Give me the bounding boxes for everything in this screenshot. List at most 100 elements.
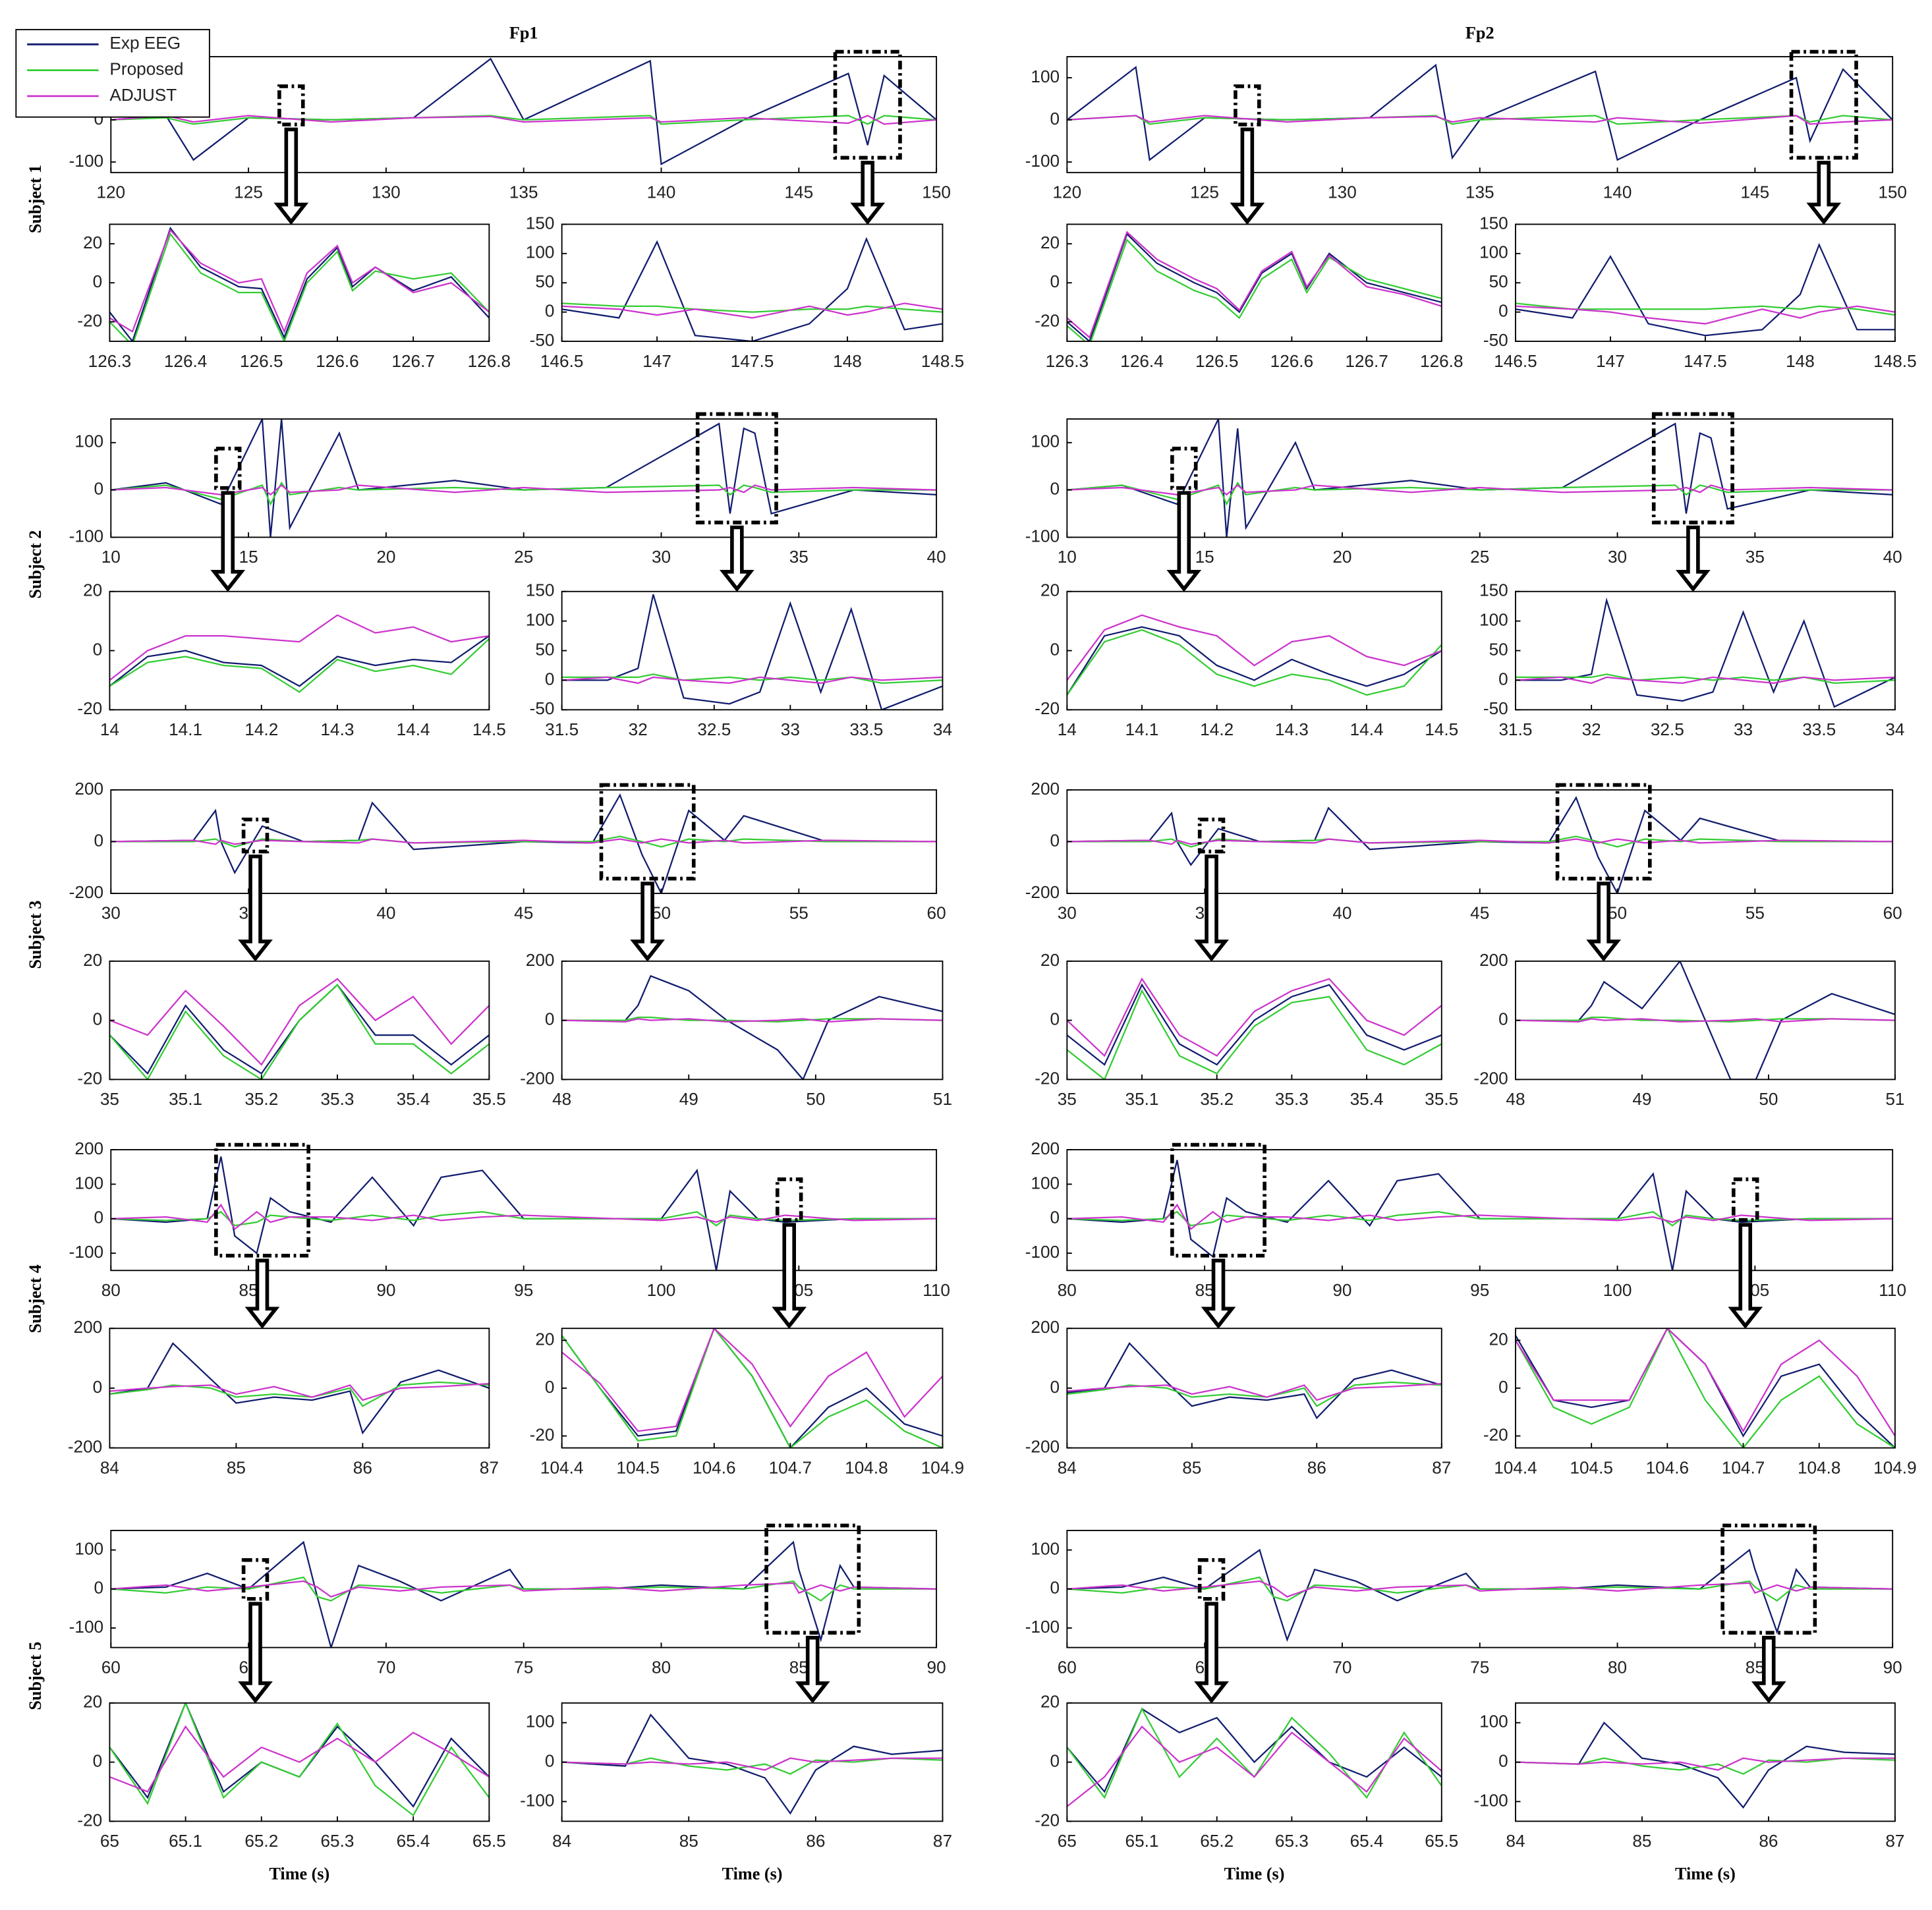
panel: 126.3 126.4 126.5 126.6 126.7 126.8 -20 0 20	[77, 223, 511, 371]
series-line	[1067, 484, 1893, 496]
y-tick-label: -50	[1483, 330, 1508, 350]
x-tick-label: 50	[652, 903, 671, 923]
zoom-arrow	[238, 855, 273, 962]
y-tick-label: 20	[83, 950, 102, 970]
x-tick-label: 30	[101, 903, 121, 923]
series-line	[1067, 481, 1893, 506]
y-tick-label: 100	[1031, 67, 1060, 86]
y-tick-label: -20	[77, 1068, 102, 1088]
y-tick-label: 200	[1031, 1317, 1060, 1337]
panel: 14 14.1 14.2 14.3 14.4 14.5 -20 0 20	[1035, 580, 1458, 739]
zoom-box	[1234, 84, 1261, 126]
series-line	[1515, 676, 1895, 685]
series-line	[1067, 626, 1442, 696]
series-line	[111, 1580, 937, 1598]
series-line	[561, 1328, 943, 1448]
x-tick-label: 85	[1195, 1280, 1214, 1300]
x-tick-label: 33.5	[849, 719, 883, 739]
series-line	[1515, 1328, 1895, 1448]
x-tick-label: 104.8	[1798, 1457, 1840, 1477]
y-tick-label: 0	[1498, 301, 1508, 321]
series-line	[1067, 1342, 1442, 1420]
y-tick-label: 50	[535, 271, 554, 291]
series-line	[561, 1757, 943, 1771]
x-tick-label: 65	[100, 1831, 119, 1851]
x-tick-label: 31.5	[545, 719, 579, 739]
series-line	[109, 229, 490, 334]
x-tick-label: 104.6	[1646, 1457, 1689, 1477]
y-tick-label: 200	[74, 1317, 103, 1337]
series-line	[561, 237, 943, 342]
x-tick-label: 32.5	[1651, 719, 1684, 739]
series-line	[109, 984, 490, 1080]
x-tick-label: 110	[1879, 1280, 1906, 1300]
x-tick-label: 49	[679, 1089, 698, 1109]
panel: 65 65.1 65.2 65.3 65.4 65.5 -20 0 20 Time (s)	[1035, 1692, 1458, 1884]
y-tick-label: -20	[77, 1810, 102, 1830]
panel: 10 15 20 25 30 35 40 -100 0 100	[1025, 418, 1902, 567]
x-tick-label: 14.5	[1425, 719, 1458, 739]
panel: 84 85 86 87 -200 0 200	[68, 1317, 499, 1477]
x-tick-label: 90	[1332, 1280, 1351, 1300]
series-line	[561, 594, 943, 710]
x-tick-label: 147	[1596, 351, 1625, 371]
series-line	[561, 1713, 943, 1815]
x-tick-label: 40	[376, 903, 395, 923]
x-tick-label: 25	[1470, 547, 1489, 567]
x-tick-label: 87	[933, 1831, 952, 1851]
y-tick-label: 100	[74, 1538, 103, 1558]
x-axis-label: Time (s)	[1675, 1865, 1736, 1884]
y-tick-label: 0	[93, 1009, 103, 1029]
x-tick-label: 126.7	[1345, 351, 1388, 371]
x-tick-label: 80	[1608, 1657, 1627, 1677]
series-line	[111, 115, 937, 125]
x-tick-label: 40	[1332, 903, 1351, 923]
x-tick-label: 104.4	[1494, 1457, 1537, 1477]
zoom-arrow	[1194, 855, 1229, 962]
x-tick-label: 146.5	[540, 351, 583, 371]
plot-area	[1515, 591, 1895, 710]
row-label: Subject 3	[26, 901, 45, 969]
x-tick-label: 45	[1470, 903, 1489, 923]
series-line	[109, 1381, 490, 1407]
x-tick-label: 148	[833, 351, 862, 371]
x-tick-label: 65.1	[169, 1831, 202, 1851]
y-tick-label: 20	[535, 1329, 554, 1349]
y-tick-label: 200	[1031, 779, 1060, 799]
y-tick-label: -100	[1025, 1242, 1060, 1262]
x-tick-label: 35.2	[1200, 1089, 1234, 1109]
x-tick-label: 35	[1746, 547, 1765, 567]
x-tick-label: 126.3	[1046, 351, 1089, 371]
zoom-arrow	[273, 127, 309, 225]
x-tick-label: 30	[1608, 547, 1627, 567]
y-tick-label: -200	[68, 1437, 102, 1457]
y-tick-label: 0	[1498, 1377, 1508, 1397]
series-line	[561, 676, 943, 685]
x-tick-label: 31.5	[1499, 719, 1533, 739]
y-tick-label: 50	[1489, 639, 1508, 659]
series-line	[1067, 796, 1893, 893]
x-tick-label: 148.5	[1873, 351, 1916, 371]
x-tick-label: 104.6	[693, 1457, 735, 1477]
y-tick-label: 0	[93, 639, 103, 659]
x-tick-label: 35.1	[169, 1089, 202, 1109]
series-line	[109, 638, 490, 693]
plot-area	[109, 1328, 490, 1448]
x-tick-label: 135	[509, 183, 538, 202]
x-tick-label: 49	[1632, 1089, 1651, 1109]
y-tick-label: -20	[1035, 310, 1060, 330]
zoom-box	[1170, 446, 1198, 490]
plot-area	[1067, 1328, 1442, 1448]
x-tick-label: 126.8	[468, 351, 511, 371]
series-line	[1067, 838, 1893, 845]
zoom-box	[1732, 1177, 1759, 1222]
x-tick-label: 104.7	[769, 1457, 812, 1477]
panel-title: Fp1	[509, 23, 538, 42]
x-tick-label: 100	[647, 1280, 676, 1300]
zoom-arrow	[238, 1602, 273, 1704]
legend-label: Proposed	[109, 59, 183, 79]
x-tick-label: 35	[100, 1089, 119, 1109]
x-tick-label: 50	[1759, 1089, 1778, 1109]
